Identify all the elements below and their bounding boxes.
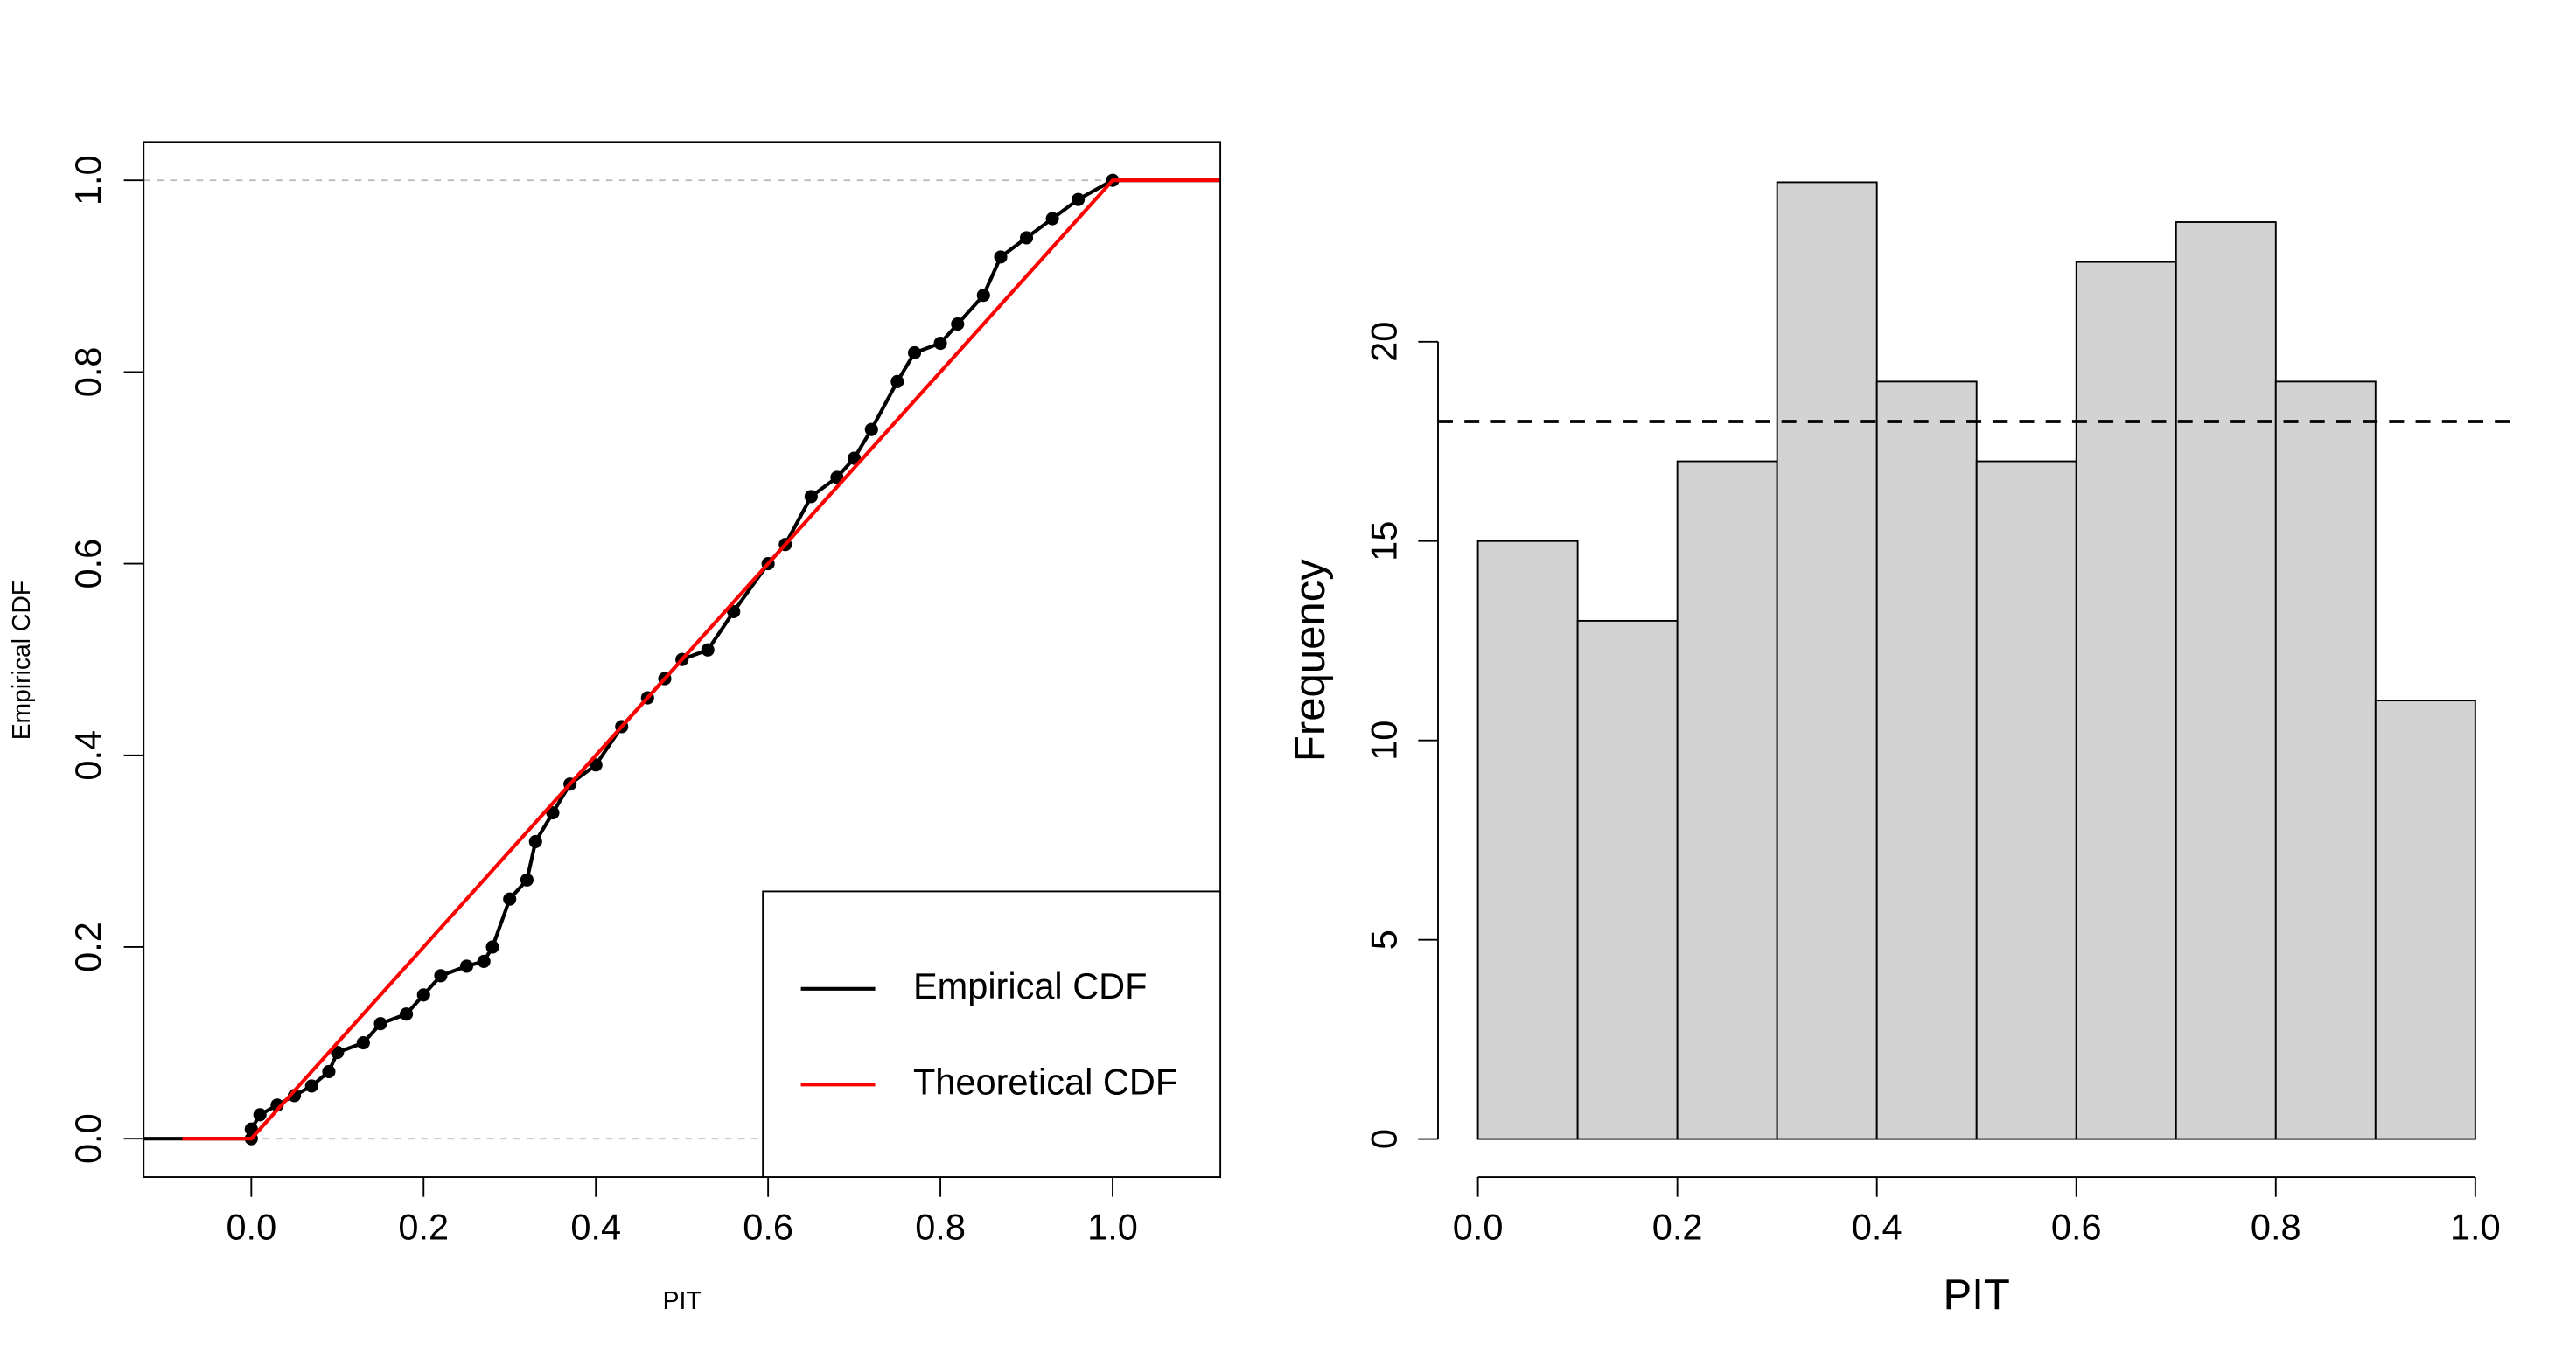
x-axis-label: PIT [663,1286,702,1314]
series-line [143,178,1221,1141]
point [400,1007,414,1021]
bar [1476,540,1579,1140]
bar [2075,261,2177,1140]
y-tick-label: 15 [1364,521,1405,561]
point [994,250,1008,264]
point [520,873,534,887]
point [864,422,878,436]
point [253,1108,267,1122]
bar [2274,380,2377,1140]
point [528,834,542,848]
x-tick-label: 0.2 [1652,1206,1703,1247]
bar [2175,221,2277,1140]
y-tick-label: 0.0 [67,1113,108,1164]
point [1072,192,1086,206]
bar [2374,700,2476,1140]
point [322,1064,336,1079]
y-tick-label: 10 [1364,721,1405,761]
legend-box [762,890,1222,1178]
y-tick-label: 0 [1364,1129,1405,1149]
bar [1576,619,1679,1140]
y-tick-label: 1.0 [67,155,108,205]
legend-label: Empirical CDF [913,965,1148,1006]
x-tick-label: 1.0 [1087,1206,1138,1247]
point [1019,231,1034,245]
y-tick-label: 0.8 [67,347,108,398]
y-tick-label: 20 [1364,322,1405,362]
bar [1776,181,1878,1140]
x-tick-label: 0.6 [743,1206,793,1247]
point [459,959,474,973]
y-axis-label: Empirical CDF [7,581,35,740]
point [356,1036,370,1050]
point [477,954,491,968]
x-tick-label: 0.8 [2251,1206,2301,1247]
y-tick-label: 0.2 [67,922,108,972]
bar [1676,460,1778,1140]
x-tick-label: 0.8 [915,1206,966,1247]
legend-label: Theoretical CDF [913,1061,1177,1102]
y-axis-label: Frequency [1287,559,1334,762]
point [485,940,499,954]
x-tick-label: 0.2 [398,1206,449,1247]
point [976,289,990,303]
point [1045,212,1059,226]
bar [1875,380,1978,1140]
x-tick-label: 0.0 [1453,1206,1504,1247]
point [304,1079,318,1093]
plot-frame [143,141,1222,1178]
x-tick-label: 0.6 [2051,1206,2102,1247]
point [373,1017,387,1031]
point [907,345,922,360]
bar [1975,460,2077,1140]
x-tick-label: 0.4 [570,1206,621,1247]
point [416,988,430,1002]
point [701,643,715,657]
x-tick-label: 0.0 [226,1206,276,1247]
point [503,892,517,906]
point [951,317,965,331]
point [933,336,947,351]
point [804,490,818,504]
x-axis-label: PIT [1944,1271,2010,1319]
series-line [182,178,1221,1141]
point [434,969,448,983]
point [890,374,904,388]
x-tick-label: 1.0 [2450,1206,2501,1247]
y-tick-label: 0.6 [67,539,108,589]
y-tick-label: 5 [1364,930,1405,950]
x-tick-label: 0.4 [1852,1206,1902,1247]
y-tick-label: 0.4 [67,730,108,781]
